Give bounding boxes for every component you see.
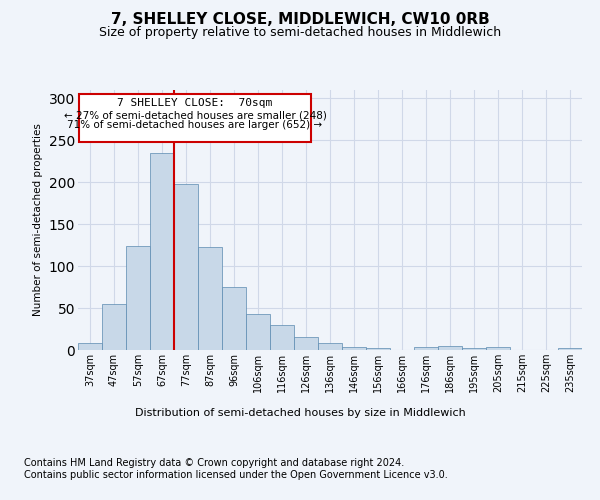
Bar (126, 246, 150, 350)
Bar (462, 348, 486, 350)
Text: Distribution of semi-detached houses by size in Middlewich: Distribution of semi-detached houses by … (134, 408, 466, 418)
Text: 7, SHELLEY CLOSE, MIDDLEWICH, CW10 0RB: 7, SHELLEY CLOSE, MIDDLEWICH, CW10 0RB (110, 12, 490, 28)
Bar (558, 348, 582, 350)
Bar (78, 344, 102, 350)
Text: Size of property relative to semi-detached houses in Middlewich: Size of property relative to semi-detach… (99, 26, 501, 39)
Y-axis label: Number of semi-detached properties: Number of semi-detached properties (33, 124, 43, 316)
Bar (246, 314, 270, 350)
Bar (414, 346, 438, 350)
Bar (438, 346, 462, 350)
Bar (366, 348, 390, 350)
Bar (174, 184, 198, 350)
Text: ← 27% of semi-detached houses are smaller (248): ← 27% of semi-detached houses are smalle… (64, 110, 326, 120)
Text: 7 SHELLEY CLOSE:  70sqm: 7 SHELLEY CLOSE: 70sqm (118, 98, 272, 108)
Bar (102, 304, 126, 350)
Text: Contains HM Land Registry data © Crown copyright and database right 2024.: Contains HM Land Registry data © Crown c… (24, 458, 404, 468)
Bar (342, 346, 366, 350)
Bar (270, 325, 294, 350)
Bar (198, 247, 222, 350)
Bar (486, 346, 510, 350)
Bar (294, 338, 318, 350)
Bar (150, 153, 174, 350)
Text: Contains public sector information licensed under the Open Government Licence v3: Contains public sector information licen… (24, 470, 448, 480)
Bar (222, 287, 246, 350)
Bar (318, 344, 342, 350)
Text: 71% of semi-detached houses are larger (652) →: 71% of semi-detached houses are larger (… (67, 120, 323, 130)
FancyBboxPatch shape (79, 94, 311, 142)
